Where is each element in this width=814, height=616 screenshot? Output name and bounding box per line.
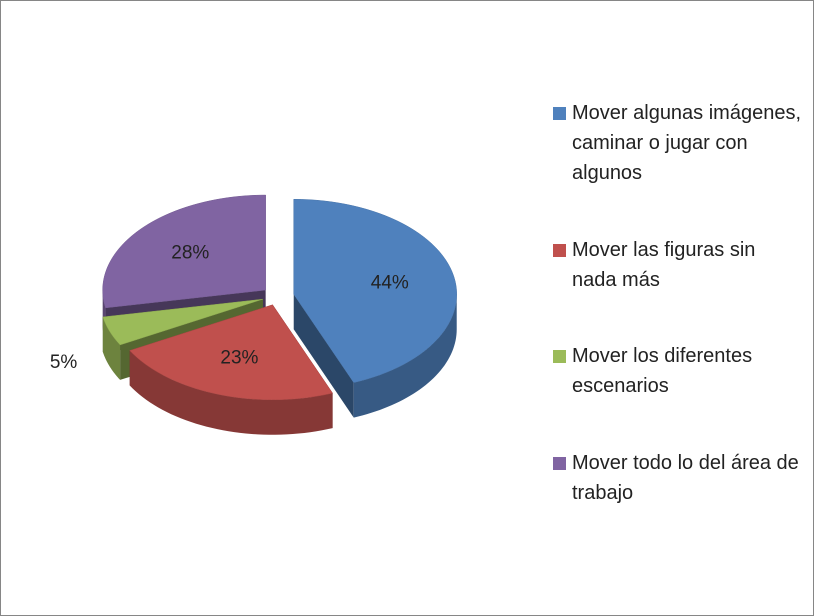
legend-item: Mover todo lo del área de trabajo bbox=[553, 448, 803, 508]
legend-swatch bbox=[553, 456, 566, 470]
legend-swatch bbox=[553, 243, 566, 257]
data-label: 5% bbox=[50, 352, 78, 373]
legend-label: Mover los diferentes escenarios bbox=[572, 345, 753, 398]
slice-top bbox=[293, 198, 457, 383]
slice-top bbox=[129, 304, 333, 401]
slice-wall bbox=[102, 316, 121, 380]
legend: Mover algunas imágenes, caminar o jugar … bbox=[553, 98, 803, 508]
legend-label: Mover todo lo del área de trabajo bbox=[572, 451, 799, 504]
legend-label: Mover las figuras sin nada más bbox=[572, 238, 756, 291]
slice-side bbox=[293, 294, 354, 418]
slice-top bbox=[102, 194, 266, 309]
legend-item: Mover las figuras sin nada más bbox=[553, 235, 803, 295]
pie-slice bbox=[293, 198, 457, 418]
legend-label: Mover algunas imágenes, caminar o jugar … bbox=[572, 102, 802, 184]
legend-swatch bbox=[553, 350, 566, 364]
slice-wall bbox=[129, 350, 333, 435]
pie-slice bbox=[129, 304, 333, 435]
legend-item: Mover los diferentes escenarios bbox=[553, 341, 803, 401]
data-label: 44% bbox=[371, 273, 409, 294]
legend-swatch bbox=[553, 107, 566, 120]
data-label: 23% bbox=[220, 347, 258, 368]
slice-side bbox=[102, 299, 263, 352]
slice-wall bbox=[353, 294, 457, 418]
data-label: 28% bbox=[171, 243, 209, 264]
legend-item: Mover algunas imágenes, caminar o jugar … bbox=[553, 98, 803, 188]
slice-top bbox=[102, 298, 264, 346]
